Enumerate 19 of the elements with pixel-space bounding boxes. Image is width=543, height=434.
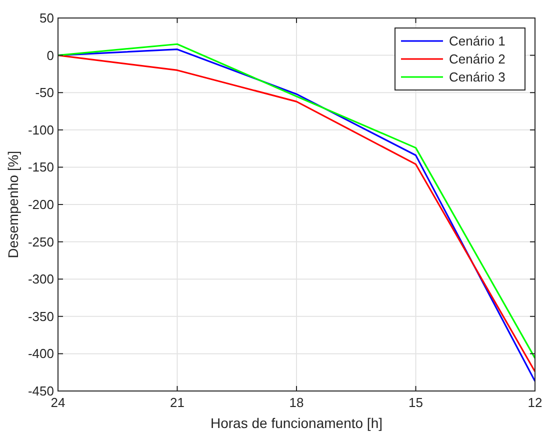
x-tick-label: 18 [289, 395, 304, 410]
y-tick-label: -200 [28, 197, 54, 212]
x-tick-label: 21 [170, 395, 184, 410]
y-tick-label: -350 [28, 308, 54, 324]
y-tick-label: -400 [28, 346, 54, 362]
y-tick-label: -250 [28, 234, 54, 250]
legend-label: Cenário 1 [449, 34, 506, 48]
y-tick-label: -300 [28, 272, 54, 287]
legend-label: Cenário 3 [449, 70, 506, 84]
x-axis-title: Horas de funcionamento [h] [210, 415, 382, 431]
legend-label: Cenário 2 [449, 52, 506, 66]
y-tick-label: -150 [28, 160, 54, 175]
x-tick-label: 15 [408, 395, 423, 410]
y-tick-label: 0 [46, 48, 54, 63]
y-tick-label: -100 [28, 122, 54, 138]
y-tick-label: -50 [35, 85, 54, 100]
x-tick-label: 12 [528, 395, 542, 410]
y-axis-title: Desempenho [%] [5, 150, 21, 258]
y-tick-label: 50 [40, 10, 54, 26]
